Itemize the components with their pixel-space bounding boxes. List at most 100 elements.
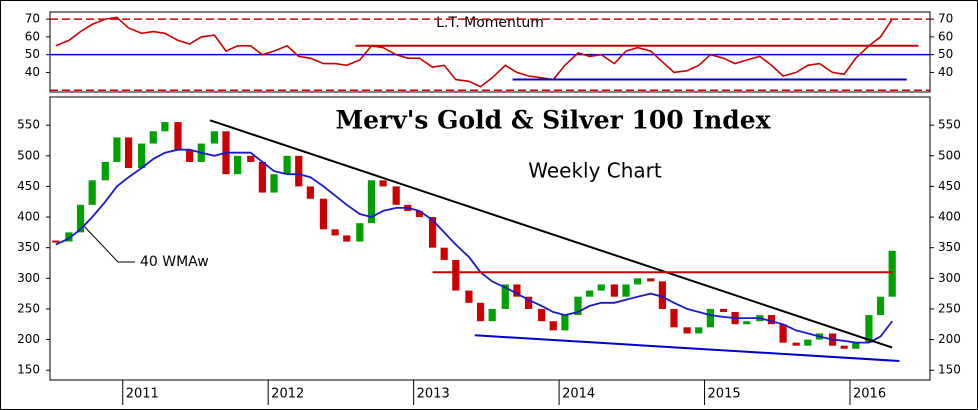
candle <box>65 232 73 242</box>
x-tick-label: 2016 <box>853 387 886 402</box>
y-tick-label: 450 <box>17 179 40 193</box>
y-tick-label-right: 250 <box>938 301 961 315</box>
candle <box>719 308 728 313</box>
candle <box>465 290 473 303</box>
candle <box>306 186 314 199</box>
candle <box>561 315 569 331</box>
candle <box>392 186 400 205</box>
y-tick-label-right: 550 <box>938 118 961 132</box>
y-tick-label-right: 450 <box>938 179 961 193</box>
y-tick-label-right: 200 <box>938 332 961 346</box>
candle <box>319 198 328 230</box>
y-tick-label: 400 <box>17 210 40 224</box>
candle <box>549 321 557 331</box>
candle <box>622 284 630 297</box>
wma-line <box>55 148 893 344</box>
y-tick-label: 200 <box>17 332 40 346</box>
candle <box>113 137 121 162</box>
price-panel <box>49 96 931 381</box>
candle <box>331 229 339 236</box>
candle <box>501 284 509 309</box>
candle <box>234 155 242 175</box>
y-tick-label-right: 70 <box>938 12 953 26</box>
candle <box>865 315 873 343</box>
y-tick-label-right: 500 <box>938 148 961 162</box>
momentum-title: L.T. Momentum <box>436 15 544 31</box>
candle <box>76 204 85 233</box>
candle <box>634 278 642 285</box>
y-tick-label-right: 400 <box>938 210 961 224</box>
candle <box>804 339 812 346</box>
y-tick-label-right: 150 <box>938 363 961 377</box>
x-tick-label: 2014 <box>562 387 595 402</box>
candle <box>538 308 546 322</box>
candle <box>174 122 182 150</box>
candle <box>488 308 496 322</box>
candle <box>428 217 437 248</box>
candle <box>767 315 776 325</box>
x-tick-label: 2011 <box>126 387 159 402</box>
y-tick-label-right: 40 <box>938 65 953 79</box>
candle <box>270 174 278 193</box>
candle <box>610 284 618 297</box>
chart-title: Merv's Gold & Silver 100 Index <box>335 106 771 135</box>
candle <box>210 131 218 144</box>
chart-subtitle: Weekly Chart <box>528 159 662 183</box>
candle <box>161 122 169 132</box>
candle <box>356 223 364 242</box>
candle <box>586 290 594 297</box>
candle <box>779 324 787 343</box>
y-tick-label-right: 300 <box>938 271 961 285</box>
candle <box>88 180 96 205</box>
y-tick-label: 40 <box>25 65 40 79</box>
x-tick-label: 2012 <box>271 387 304 402</box>
candle <box>524 296 533 309</box>
y-tick-label: 150 <box>17 363 40 377</box>
y-tick-label-right: 50 <box>938 47 953 61</box>
momentum-line <box>55 16 893 88</box>
candle <box>440 247 448 260</box>
trend-line <box>209 119 893 349</box>
candle <box>513 284 521 297</box>
y-tick-label: 500 <box>17 148 40 162</box>
candle <box>792 342 800 346</box>
candle <box>840 345 848 349</box>
candle <box>683 327 691 334</box>
candle <box>138 143 146 169</box>
y-tick-label: 250 <box>17 301 40 315</box>
trend-line <box>474 334 900 363</box>
y-tick-label: 50 <box>25 47 40 61</box>
candle <box>888 250 896 297</box>
candle <box>695 327 703 334</box>
x-tick-label: 2015 <box>708 387 741 402</box>
candle <box>283 155 291 175</box>
annotation-leader <box>82 224 135 263</box>
candle <box>124 137 133 169</box>
candle <box>295 155 303 187</box>
y-tick-label: 60 <box>25 29 40 43</box>
wma-label: 40 WMAw <box>140 254 209 270</box>
candle <box>379 180 387 187</box>
x-tick-label: 2013 <box>417 387 450 402</box>
momentum-panel <box>49 11 931 93</box>
candle <box>658 281 666 309</box>
candle <box>706 308 714 328</box>
candle <box>258 161 266 193</box>
candle <box>247 155 255 162</box>
candle <box>876 296 885 316</box>
candle <box>670 308 678 328</box>
candle <box>343 235 351 242</box>
candle <box>476 302 485 322</box>
candle <box>367 180 376 224</box>
candle <box>647 278 655 282</box>
candle <box>452 259 460 291</box>
y-tick-label: 300 <box>17 271 40 285</box>
candle <box>574 296 582 316</box>
candle <box>186 149 194 162</box>
candle <box>597 284 605 291</box>
y-tick-label: 350 <box>17 240 40 254</box>
candle <box>852 342 860 349</box>
candle <box>149 131 157 144</box>
